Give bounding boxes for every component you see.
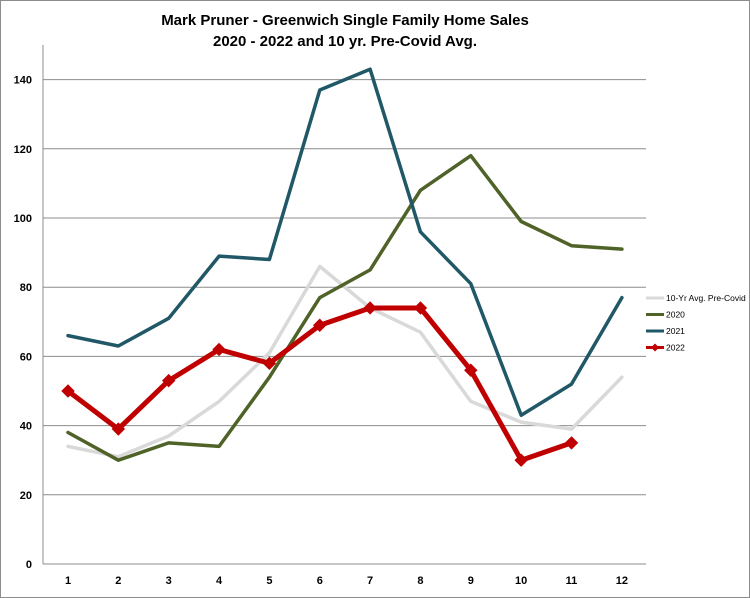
x-tick-label: 7 bbox=[367, 575, 373, 587]
x-tick-label: 10 bbox=[515, 575, 527, 587]
y-tick-label: 140 bbox=[14, 75, 32, 87]
data-point-marker bbox=[61, 384, 75, 398]
legend-label: 2021 bbox=[666, 326, 685, 336]
x-tick-label: 4 bbox=[216, 575, 223, 587]
data-point-marker bbox=[111, 422, 126, 436]
y-tick-label: 120 bbox=[14, 144, 32, 156]
x-tick-label: 1 bbox=[65, 575, 71, 587]
data-point-marker bbox=[564, 436, 579, 450]
legend-label: 2022 bbox=[666, 343, 685, 353]
y-tick-label: 60 bbox=[20, 351, 32, 363]
data-point-marker bbox=[413, 301, 428, 315]
series-line-2021 bbox=[66, 67, 624, 417]
data-point-marker bbox=[262, 356, 277, 371]
series-line-2020 bbox=[66, 153, 624, 462]
legend-marker bbox=[651, 343, 659, 352]
x-tick-label: 2 bbox=[115, 575, 121, 587]
y-tick-label: 100 bbox=[14, 213, 32, 225]
data-point-marker bbox=[313, 318, 327, 332]
data-point-marker bbox=[161, 373, 176, 388]
x-tick-label: 9 bbox=[468, 575, 474, 587]
x-tick-label: 8 bbox=[417, 575, 423, 587]
data-point-marker bbox=[514, 453, 528, 467]
x-tick-label: 6 bbox=[317, 575, 323, 587]
y-tick-label: 80 bbox=[20, 282, 32, 294]
y-tick-label: 0 bbox=[26, 559, 32, 571]
chart-subtitle: 2020 - 2022 and 10 yr. Pre-Covid Avg. bbox=[212, 33, 478, 50]
y-tick-label: 20 bbox=[20, 490, 32, 502]
data-point-marker bbox=[363, 301, 377, 315]
x-tick-label: 12 bbox=[616, 575, 628, 587]
x-tick-label: 11 bbox=[566, 575, 578, 587]
series-line-10-yr-avg-pre-covid bbox=[66, 264, 624, 459]
x-tick-label: 5 bbox=[266, 575, 272, 587]
legend-label: 10-Yr Avg. Pre-Covid bbox=[666, 293, 746, 303]
y-tick-label: 40 bbox=[20, 421, 32, 433]
legend-label: 2020 bbox=[666, 310, 685, 320]
chart-title: Mark Pruner - Greenwich Single Family Ho… bbox=[161, 12, 529, 29]
x-tick-label: 3 bbox=[166, 575, 172, 587]
chart-title-block: Mark Pruner - Greenwich Single Family Ho… bbox=[0, 10, 690, 52]
data-point-marker bbox=[464, 363, 478, 377]
data-point-marker bbox=[212, 342, 226, 357]
